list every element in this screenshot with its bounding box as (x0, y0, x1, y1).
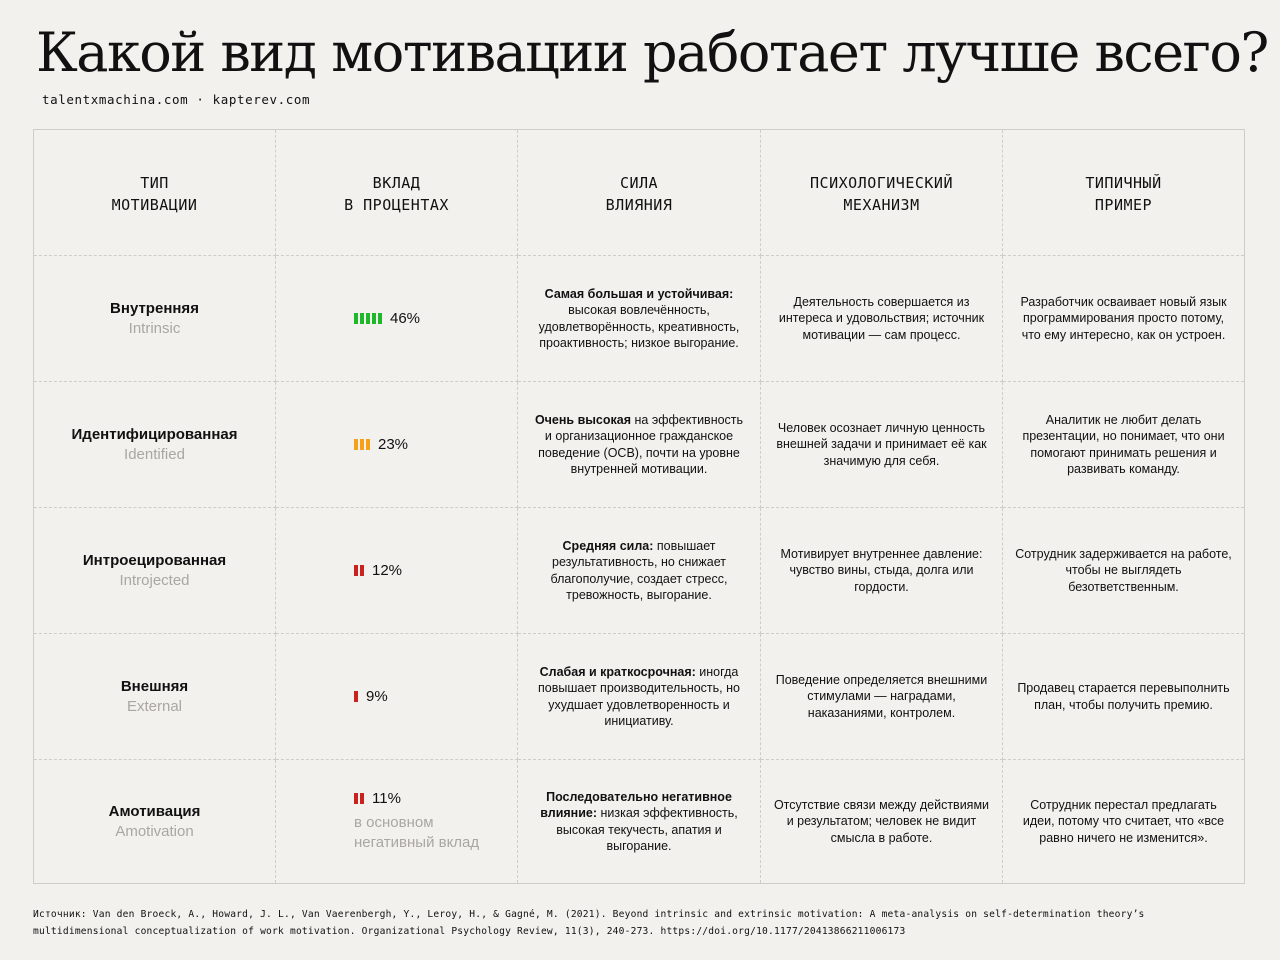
example-text: Аналитик не любит делать презентации, но… (1022, 412, 1225, 477)
strength-text: иногда повышает производительность, но у… (538, 664, 740, 729)
type-cell: Внешняя External (34, 634, 276, 760)
contribution-percent: 46% (390, 310, 421, 327)
contribution-cell: 46% (276, 256, 518, 382)
contribution-bar: 9% (354, 688, 388, 705)
mechanism-cell: Человек осознает личную ценность внешней… (761, 382, 1003, 508)
type-cell: Внутренняя Intrinsic (34, 256, 276, 382)
contribution-bar-segments (354, 793, 364, 804)
bar-segment (354, 313, 358, 324)
contribution-bar-segments (354, 565, 364, 576)
type-name-ru: Идентифицированная (71, 425, 238, 443)
strength-cell: Самая большая и устойчивая: высокая вовл… (518, 256, 761, 382)
type-name-ru: Амотивация (108, 802, 201, 820)
contribution-bar-segments (354, 313, 382, 324)
bar-segment (354, 439, 358, 450)
contribution-cell: 9% (276, 634, 518, 760)
mechanism-text: Отсутствие связи между действиями и резу… (773, 797, 990, 845)
mechanism-cell: Мотивирует внутреннее давление: чувство … (761, 508, 1003, 634)
contribution-cell: 11% в основном негативный вклад (276, 760, 518, 883)
contribution-percent: 23% (378, 436, 409, 453)
strength-cell: Последовательно негативное влияние: низк… (518, 760, 761, 883)
contribution-cell: 12% (276, 508, 518, 634)
example-text: Сотрудник задерживается на работе, чтобы… (1015, 546, 1232, 594)
example-text: Продавец старается перевыполнить план, ч… (1017, 681, 1230, 712)
strength-cell: Очень высокая на эффективность и организ… (518, 382, 761, 508)
type-name-en: Intrinsic (128, 319, 181, 337)
example-cell: Продавец старается перевыполнить план, ч… (1003, 634, 1244, 760)
header-example: ТИПИЧНЫЙ ПРИМЕР (1003, 130, 1244, 256)
contribution-percent: 12% (372, 562, 403, 579)
header-type: ТИП МОТИВАЦИИ (34, 130, 276, 256)
contribution-cell: 23% (276, 382, 518, 508)
mechanism-text: Поведение определяется внешними стимулам… (775, 672, 988, 720)
type-name-ru: Интроецированная (82, 551, 227, 569)
strength-text: низкая эффективность, высокая текучесть,… (556, 806, 738, 853)
contribution-percent: 11% (372, 790, 401, 807)
strength-heading: Очень высокая (534, 412, 632, 427)
contribution-bar: 23% (354, 436, 408, 453)
type-name-ru: Внутренняя (110, 299, 199, 317)
mechanism-cell: Деятельность совершается из интереса и у… (761, 256, 1003, 382)
type-name-en: Identified (124, 445, 185, 463)
strength-cell: Слабая и краткосрочная: иногда повышает … (518, 634, 761, 760)
strength-cell: Средняя сила: повышает результативность,… (518, 508, 761, 634)
type-cell: Интроецированная Introjected (34, 508, 276, 634)
header-strength: СИЛА ВЛИЯНИЯ (518, 130, 761, 256)
bar-segment (354, 691, 358, 702)
contribution-bar: 12% (354, 562, 402, 579)
contribution-bar: 46% (354, 310, 420, 327)
type-cell: Идентифицированная Identified (34, 382, 276, 508)
example-cell: Сотрудник перестал предлагать идеи, пото… (1003, 760, 1244, 883)
bar-segment (366, 313, 370, 324)
strength-heading: Слабая и краткосрочная: (539, 664, 696, 679)
page-title: Какой вид мотивации работает лучше всего… (36, 21, 1269, 84)
contribution-bar-segments (354, 439, 370, 450)
type-name-en: Amotivation (115, 822, 194, 840)
example-cell: Сотрудник задерживается на работе, чтобы… (1003, 508, 1244, 634)
type-name-en: Introjected (119, 571, 190, 589)
contribution-bar-segments (354, 691, 358, 702)
bar-segment (360, 313, 364, 324)
contribution-percent: 9% (366, 688, 388, 705)
source-citation: Источник: Van den Broeck, A., Howard, J.… (33, 909, 1145, 937)
source-sites: talentxmachina.com · kapterev.com (42, 92, 311, 107)
mechanism-cell: Поведение определяется внешними стимулам… (761, 634, 1003, 760)
example-text: Разработчик осваивает новый язык програм… (1020, 294, 1227, 342)
example-cell: Аналитик не любит делать презентации, но… (1003, 382, 1244, 508)
strength-heading: Средняя сила: (562, 538, 654, 553)
strength-text: на эффективность и организационное гражд… (538, 412, 744, 477)
example-text: Сотрудник перестал предлагать идеи, пото… (1022, 797, 1225, 845)
mechanism-text: Деятельность совершается из интереса и у… (778, 294, 985, 342)
bar-segment (354, 793, 358, 804)
strength-text: высокая вовлечённость, удовлетворённость… (538, 303, 740, 350)
type-cell: Амотивация Amotivation (34, 760, 276, 883)
bar-segment (354, 565, 358, 576)
header-contribution: ВКЛАД В ПРОЦЕНТАХ (276, 130, 518, 256)
bar-segment (372, 313, 376, 324)
motivation-table: ТИП МОТИВАЦИИ ВКЛАД В ПРОЦЕНТАХ СИЛА ВЛИЯНИ… (33, 129, 1245, 884)
bar-segment (360, 565, 364, 576)
mechanism-text: Мотивирует внутреннее давление: чувство … (780, 546, 983, 594)
bar-segment (366, 439, 370, 450)
strength-heading: Последовательно негативное влияние: (540, 789, 732, 821)
contribution-note: в основном негативный вклад (354, 814, 480, 851)
contribution-bar: 11% (354, 790, 401, 807)
bar-segment (360, 793, 364, 804)
type-name-ru: Внешняя (120, 677, 189, 695)
strength-text: повышает результативность, но снижает бл… (550, 538, 728, 603)
bar-segment (378, 313, 382, 324)
strength-heading: Самая большая и устойчивая: (544, 286, 734, 301)
header-mechanism: ПСИХОЛОГИЧЕСКИЙ МЕХАНИЗМ (761, 130, 1003, 256)
bar-segment (360, 439, 364, 450)
mechanism-cell: Отсутствие связи между действиями и резу… (761, 760, 1003, 883)
example-cell: Разработчик осваивает новый язык програм… (1003, 256, 1244, 382)
mechanism-text: Человек осознает личную ценность внешней… (776, 420, 987, 468)
type-name-en: External (126, 697, 183, 715)
